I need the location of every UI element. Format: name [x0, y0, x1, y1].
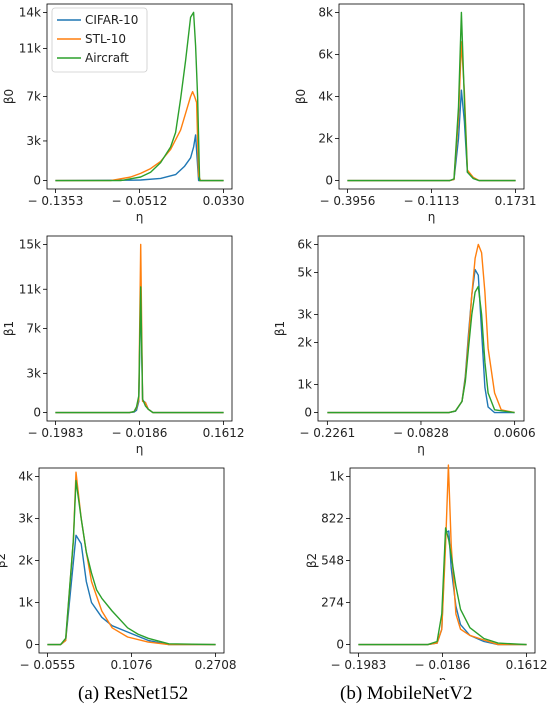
subplot-1: − 0.1353 − 0.0512 0.0330 0 3k 7k 11k 14k η β0 CIFA…	[2, 3, 245, 224]
series-line-cifar-10	[347, 89, 516, 182]
y-tick-label: 2k	[297, 336, 312, 350]
y-tick-label: 3k	[297, 307, 312, 321]
series-line-stl-10	[347, 41, 516, 182]
y-tick-label: 11k	[19, 282, 41, 296]
y-tick-label: 4k	[318, 90, 333, 104]
y-tick-label: 822	[321, 511, 344, 525]
y-axis-label: β1	[2, 321, 16, 336]
y-tick-label: 5k	[297, 265, 312, 279]
y-tick-label: 3k	[18, 511, 33, 525]
y-tick-label: 0	[33, 174, 41, 188]
x-tick-label: − 0.0555	[19, 658, 75, 672]
axes-frame	[317, 235, 525, 422]
x-tick-label: 0.1612	[203, 426, 245, 440]
y-tick-label: 0	[25, 638, 33, 652]
x-tick-label: − 0.1353	[27, 194, 83, 208]
y-tick-label: 4k	[18, 469, 33, 483]
x-tick-label: − 0.1113	[404, 194, 460, 208]
y-tick-label: 6k	[297, 237, 312, 251]
series-line-aircraft	[55, 286, 224, 414]
legend-label: STL-10	[85, 32, 126, 46]
y-tick-label: 1k	[297, 378, 312, 392]
y-tick-label: 1k	[329, 469, 344, 483]
y-tick-label: 274	[321, 596, 344, 610]
series-line-aircraft	[47, 479, 216, 646]
y-tick-label: 11k	[19, 41, 41, 55]
x-axis-label: η	[417, 442, 425, 456]
x-tick-label: − 0.0186	[112, 426, 168, 440]
subplot-6: − 0.1983 − 0.0186 0.1612 0 274 548 822 1k η β2	[305, 464, 548, 680]
x-axis-label: η	[439, 674, 447, 680]
y-tick-label: 6k	[318, 47, 333, 61]
x-tick-label: − 0.1983	[330, 658, 386, 672]
y-tick-label: 7k	[26, 90, 41, 104]
x-tick-label: 0.1731	[495, 194, 537, 208]
y-tick-label: 1k	[18, 596, 33, 610]
x-tick-label: 0.0330	[203, 194, 245, 208]
y-tick-label: 0	[325, 174, 333, 188]
x-axis-label: η	[128, 674, 136, 680]
y-tick-label: 2k	[318, 132, 333, 146]
y-axis-label: β0	[294, 89, 308, 104]
legend-label: CIFAR-10	[85, 13, 138, 27]
series-line-stl-10	[327, 243, 515, 414]
y-tick-label: 0	[33, 406, 41, 420]
y-tick-label: 3k	[26, 366, 41, 380]
y-tick-label: 0	[336, 638, 344, 652]
x-tick-label: − 0.3956	[319, 194, 375, 208]
caption-mobilenetv2: (b) MobileNetV2	[340, 683, 473, 704]
x-tick-label: − 0.1983	[27, 426, 83, 440]
y-tick-label: 0	[304, 406, 312, 420]
y-axis-label: β2	[305, 553, 319, 568]
y-tick-label: 15k	[19, 237, 41, 251]
y-tick-label: 7k	[26, 322, 41, 336]
x-tick-label: − 0.0828	[393, 426, 449, 440]
subplot-3: − 0.1983 − 0.0186 0.1612 0 3k 7k 11k 15k η β1	[2, 235, 245, 456]
x-tick-label: 0.1612	[506, 658, 548, 672]
y-tick-label: 8k	[318, 5, 333, 19]
x-axis-label: η	[136, 442, 144, 456]
series-line-stl-10	[358, 464, 527, 646]
caption-resnet152: (a) ResNet152	[78, 683, 189, 704]
x-axis-label: η	[428, 210, 436, 224]
y-tick-label: 548	[321, 554, 344, 568]
subplot-5: − 0.0555 0.1076 0.2708 0 1k 2k 3k 4k η β2	[0, 467, 237, 680]
legend-label: Aircraft	[85, 51, 129, 65]
series-line-stl-10	[47, 471, 216, 646]
y-axis-label: β0	[2, 89, 16, 104]
x-tick-label: 0.2708	[195, 658, 237, 672]
axes-frame	[338, 3, 525, 190]
figure: − 0.1353 − 0.0512 0.0330 0 3k 7k 11k 14k η β0 CIFA…	[0, 3, 548, 680]
y-tick-label: 2k	[18, 554, 33, 568]
series-line-aircraft	[327, 285, 515, 414]
x-tick-label: − 0.0512	[112, 194, 168, 208]
series-line-aircraft	[347, 11, 516, 182]
y-tick-label: 3k	[26, 134, 41, 148]
x-tick-label: 0.0606	[494, 426, 536, 440]
series-line-aircraft	[55, 11, 224, 182]
series-line-aircraft	[358, 527, 527, 646]
y-tick-label: 14k	[19, 5, 41, 19]
legend: CIFAR-10 STL-10 Aircraft	[51, 7, 148, 73]
y-axis-label: β2	[0, 553, 8, 568]
y-axis-label: β1	[273, 321, 287, 336]
x-axis-label: η	[136, 210, 144, 224]
x-tick-label: 0.1076	[110, 658, 152, 672]
legend-box	[51, 7, 148, 73]
subplot-4: − 0.2261 − 0.0828 0.0606 0 1k 2k 3k 5k 6k η β1	[273, 235, 536, 456]
series-line-cifar-10	[327, 268, 515, 414]
subplot-2: − 0.3956 − 0.1113 0.1731 0 2k 4k 6k 8k η β0	[294, 3, 537, 224]
x-tick-label: − 0.2261	[299, 426, 355, 440]
x-tick-label: − 0.0186	[415, 658, 471, 672]
